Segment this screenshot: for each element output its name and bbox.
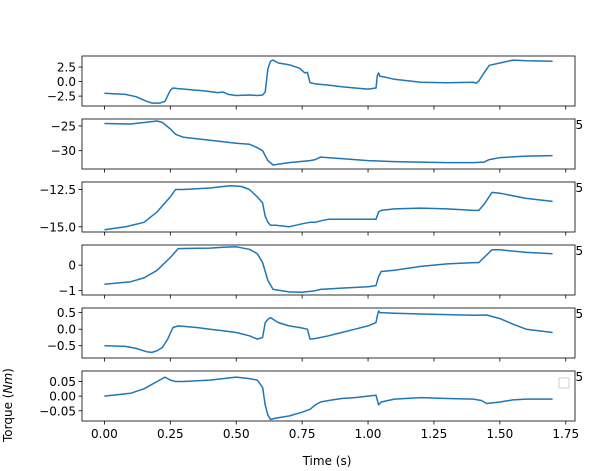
x-axis-label: Time (s) <box>302 454 352 468</box>
y-tick-label-1-1: −2.5 <box>47 90 76 104</box>
axes-frame-3 <box>81 181 576 233</box>
series-line-6 <box>104 376 553 421</box>
series-line-4 <box>104 246 553 293</box>
axes-frame-1 <box>81 55 576 107</box>
clipped-tick-fragment-3: 5 <box>576 181 584 195</box>
y-tick-label-5-2: 0.0 <box>57 323 76 337</box>
subplot-5: 0.5 0.0 −0.5 5 <box>47 306 584 362</box>
x-tick-label-7: 1.50 <box>487 427 514 441</box>
legend-box <box>558 377 570 389</box>
x-tick-label-2: 0.25 <box>157 427 184 441</box>
y-tick-label-1-2: 0.0 <box>57 75 76 89</box>
y-tick-label-6-1: 0.05 <box>49 375 76 389</box>
subplot-grid: −2.50.02.5−25−305−12.5−15.050−150.50.0−0… <box>39 55 584 441</box>
x-tick-label-8: 1.75 <box>552 427 579 441</box>
x-tick-label-6: 1.25 <box>421 427 448 441</box>
y-tick-label-5-1: 0.5 <box>57 306 76 320</box>
y-tick-label-5-3: −0.5 <box>47 339 76 353</box>
clipped-tick-fragment-5: 5 <box>576 307 584 321</box>
y-tick-label-1-3: 2.5 <box>57 61 76 75</box>
series-line-1 <box>104 59 553 104</box>
axes-frame-4 <box>81 244 576 296</box>
y-tick-label-6-3: −0.05 <box>39 404 76 418</box>
x-tick-label-1: 0.00 <box>91 427 118 441</box>
y-tick-label-4-2: −1 <box>58 284 76 298</box>
clipped-tick-fragment-4: 5 <box>576 244 584 258</box>
y-tick-label-2-1: −25 <box>51 119 76 133</box>
y-tick-label-4-1: 0 <box>68 259 76 273</box>
y-axis-label: Torque (Nm) <box>1 368 15 443</box>
subplot-1: −2.50.02.5 <box>47 55 576 110</box>
x-tick-label-4: 0.75 <box>289 427 316 441</box>
series-line-3 <box>104 184 553 231</box>
y-tick-label-3-1: −12.5 <box>39 183 76 197</box>
axes-frame-2 <box>81 118 576 170</box>
series-line-2 <box>104 120 553 166</box>
y-tick-label-6-2: 0.00 <box>49 390 76 404</box>
subplot-3: −12.5 −15.0 5 <box>39 181 583 236</box>
axes-frame-5 <box>81 307 576 359</box>
y-tick-label-3-2: −15.0 <box>39 220 76 234</box>
subplot-2: −25 −30 5 <box>51 118 583 173</box>
series-line-5 <box>104 310 553 354</box>
x-tick-label-3: 0.50 <box>223 427 250 441</box>
y-tick-label-2-2: −30 <box>51 144 76 158</box>
x-tick-label-5: 1.00 <box>355 427 382 441</box>
subplot-4: 0 −1 5 <box>58 244 583 299</box>
clipped-tick-fragment-2: 5 <box>576 118 584 132</box>
axes-frame-6 <box>81 370 576 422</box>
clipped-tick-fragment-6: 5 <box>576 370 584 384</box>
